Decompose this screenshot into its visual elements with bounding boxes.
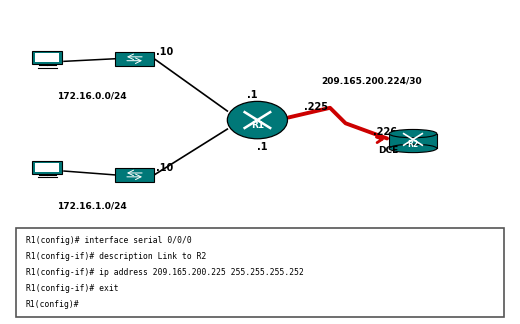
Text: 172.16.0.0/24: 172.16.0.0/24 <box>57 91 126 100</box>
Text: PC1: PC1 <box>41 55 54 60</box>
Text: .226: .226 <box>372 127 397 137</box>
Text: DCE: DCE <box>378 145 398 155</box>
Text: R1(config-if)# exit: R1(config-if)# exit <box>25 284 118 293</box>
Text: .1: .1 <box>247 90 257 100</box>
Text: R1(config-if)# ip address 209.165.200.225 255.255.255.252: R1(config-if)# ip address 209.165.200.22… <box>25 268 304 277</box>
FancyBboxPatch shape <box>32 161 62 174</box>
Text: .10: .10 <box>157 47 174 57</box>
Circle shape <box>227 101 288 139</box>
FancyBboxPatch shape <box>32 51 62 64</box>
Text: R1(config)#: R1(config)# <box>25 300 79 309</box>
Ellipse shape <box>389 130 437 138</box>
FancyBboxPatch shape <box>35 163 59 172</box>
FancyBboxPatch shape <box>16 228 504 317</box>
FancyBboxPatch shape <box>115 168 154 182</box>
Text: R2: R2 <box>408 140 419 149</box>
Text: R1(config)# interface serial 0/0/0: R1(config)# interface serial 0/0/0 <box>25 236 191 245</box>
Text: PC2: PC2 <box>41 165 54 170</box>
Text: .10: .10 <box>157 163 174 173</box>
Text: .225: .225 <box>304 102 328 112</box>
Text: 172.16.1.0/24: 172.16.1.0/24 <box>57 201 126 210</box>
Text: R1: R1 <box>251 121 264 130</box>
FancyBboxPatch shape <box>35 53 59 62</box>
FancyBboxPatch shape <box>115 52 154 66</box>
Ellipse shape <box>389 144 437 153</box>
Text: .1: .1 <box>257 143 268 153</box>
Text: 209.165.200.224/30: 209.165.200.224/30 <box>321 77 422 86</box>
FancyBboxPatch shape <box>389 133 437 148</box>
Text: R1(config-if)# description Link to R2: R1(config-if)# description Link to R2 <box>25 252 206 261</box>
